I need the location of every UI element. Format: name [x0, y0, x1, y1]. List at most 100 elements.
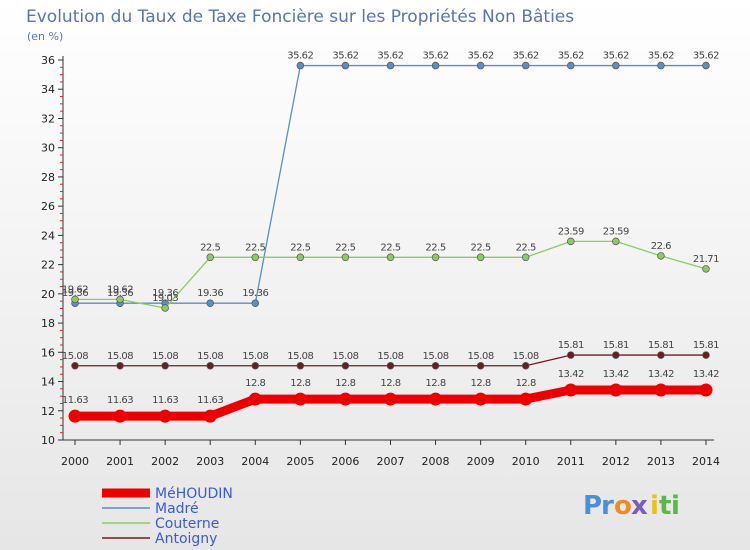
data-point — [161, 304, 169, 312]
data-label: 19.36 — [152, 288, 178, 299]
data-point — [702, 351, 710, 359]
data-point — [341, 61, 350, 70]
data-label: 13.42 — [603, 369, 629, 380]
series-layer: 15.08 15.08 15.08 15.08 15.08 15.08 15.08 15.08… — [62, 51, 720, 423]
data-point — [386, 61, 395, 70]
data-point — [341, 253, 350, 262]
data-point — [521, 362, 530, 370]
axes: 10 12 14 16 18 20 22 24 26 28 30 32 34 36 2000 2001 2002… — [41, 54, 720, 468]
legend-label: Couterne — [155, 516, 219, 532]
data-point — [476, 253, 485, 262]
data-point — [476, 362, 485, 370]
data-point — [68, 409, 82, 423]
data-label: 19.36 — [107, 288, 133, 299]
data-label: 13.42 — [693, 369, 719, 380]
data-label: 35.62 — [603, 51, 629, 62]
data-label: 12.8 — [425, 378, 445, 389]
data-point — [296, 253, 305, 262]
data-point — [206, 299, 214, 307]
data-label: 15.08 — [242, 351, 268, 362]
y-tick-label: 18 — [41, 317, 55, 330]
data-point — [206, 253, 214, 262]
y-tick-label: 22 — [41, 259, 55, 272]
data-label: 12.8 — [245, 378, 265, 389]
data-label: 35.62 — [422, 51, 448, 62]
data-label: 19.62 — [62, 284, 88, 295]
data-point — [338, 392, 352, 406]
data-label: 35.62 — [513, 51, 539, 62]
legend-label: Madré — [155, 501, 199, 517]
data-label: 23.59 — [558, 226, 584, 237]
data-label: 19.03 — [152, 293, 178, 304]
y-tick-label: 30 — [41, 142, 55, 155]
data-label: 22.5 — [200, 242, 220, 253]
data-point — [251, 299, 260, 307]
data-label: 15.81 — [648, 340, 674, 351]
x-tick-label: 2007 — [376, 455, 404, 468]
data-label: 19.62 — [107, 284, 133, 295]
data-point — [293, 392, 307, 406]
data-label: 35.62 — [377, 51, 403, 62]
data-point — [431, 61, 440, 70]
x-tick-label: 2005 — [286, 455, 314, 468]
y-tick-label: 14 — [41, 376, 55, 389]
x-tick-label: 2001 — [106, 455, 134, 468]
data-point — [113, 409, 127, 423]
data-label: 23.59 — [603, 226, 629, 237]
data-label: 35.62 — [693, 51, 719, 62]
brand-letter: i — [671, 491, 680, 521]
x-tick-label: 2013 — [647, 455, 675, 468]
data-point — [567, 61, 575, 70]
brand-letter: i — [650, 491, 659, 521]
data-label: 13.42 — [648, 369, 674, 380]
data-label: 22.6 — [651, 241, 671, 252]
chart-title: Evolution du Taux de Taxe Foncière sur l… — [26, 7, 574, 27]
series-mhoudin: 11.63 11.63 11.63 11.63 12.8 12.8 12.8 12.8 12.8… — [62, 369, 720, 423]
data-point — [251, 362, 260, 370]
data-label: 11.63 — [62, 395, 88, 406]
x-tick-label: 2006 — [331, 455, 359, 468]
data-point — [116, 295, 124, 304]
x-tick-label: 2014 — [692, 455, 720, 468]
x-tick-label: 2009 — [467, 455, 495, 468]
y-tick-label: 10 — [41, 434, 55, 447]
data-point — [519, 392, 533, 406]
data-label: 12.8 — [470, 378, 490, 389]
data-point — [431, 362, 440, 370]
x-tick-label: 2004 — [241, 455, 269, 468]
series-antoigny: 15.08 15.08 15.08 15.08 15.08 15.08 15.08 15.08… — [62, 340, 720, 370]
x-tick-label: 2002 — [151, 455, 179, 468]
data-label: 22.5 — [290, 242, 310, 253]
data-point — [702, 265, 710, 273]
data-label: 35.62 — [468, 51, 494, 62]
y-tick-label: 34 — [41, 83, 55, 96]
y-tick-label: 36 — [41, 54, 55, 67]
y-tick-label: 32 — [41, 112, 55, 125]
data-point — [612, 351, 620, 359]
data-label: 19.36 — [197, 288, 223, 299]
data-label: 15.08 — [332, 351, 358, 362]
brand-letter: x — [631, 491, 648, 521]
data-point — [567, 237, 575, 246]
data-point — [612, 61, 620, 70]
data-label: 15.08 — [513, 351, 539, 362]
data-point — [657, 61, 665, 70]
data-label: 15.08 — [197, 351, 223, 362]
series-couterne: 19.62 19.62 19.03 22.5 22.5 22.5 22.5 22.5 22.5 2… — [62, 226, 720, 312]
series-madr: 19.36 19.36 19.36 19.36 19.36 35.62 35.62 35.62… — [62, 51, 720, 307]
data-label: 12.8 — [380, 378, 400, 389]
data-label: 15.08 — [377, 351, 403, 362]
data-label: 15.08 — [107, 351, 133, 362]
data-point — [341, 362, 350, 370]
y-tick-label: 28 — [41, 171, 55, 184]
data-point — [657, 351, 665, 359]
data-point — [248, 392, 262, 406]
data-label: 15.08 — [468, 351, 494, 362]
data-point — [429, 392, 443, 406]
data-point — [158, 409, 172, 423]
data-point — [71, 362, 79, 370]
data-label: 22.5 — [245, 242, 265, 253]
